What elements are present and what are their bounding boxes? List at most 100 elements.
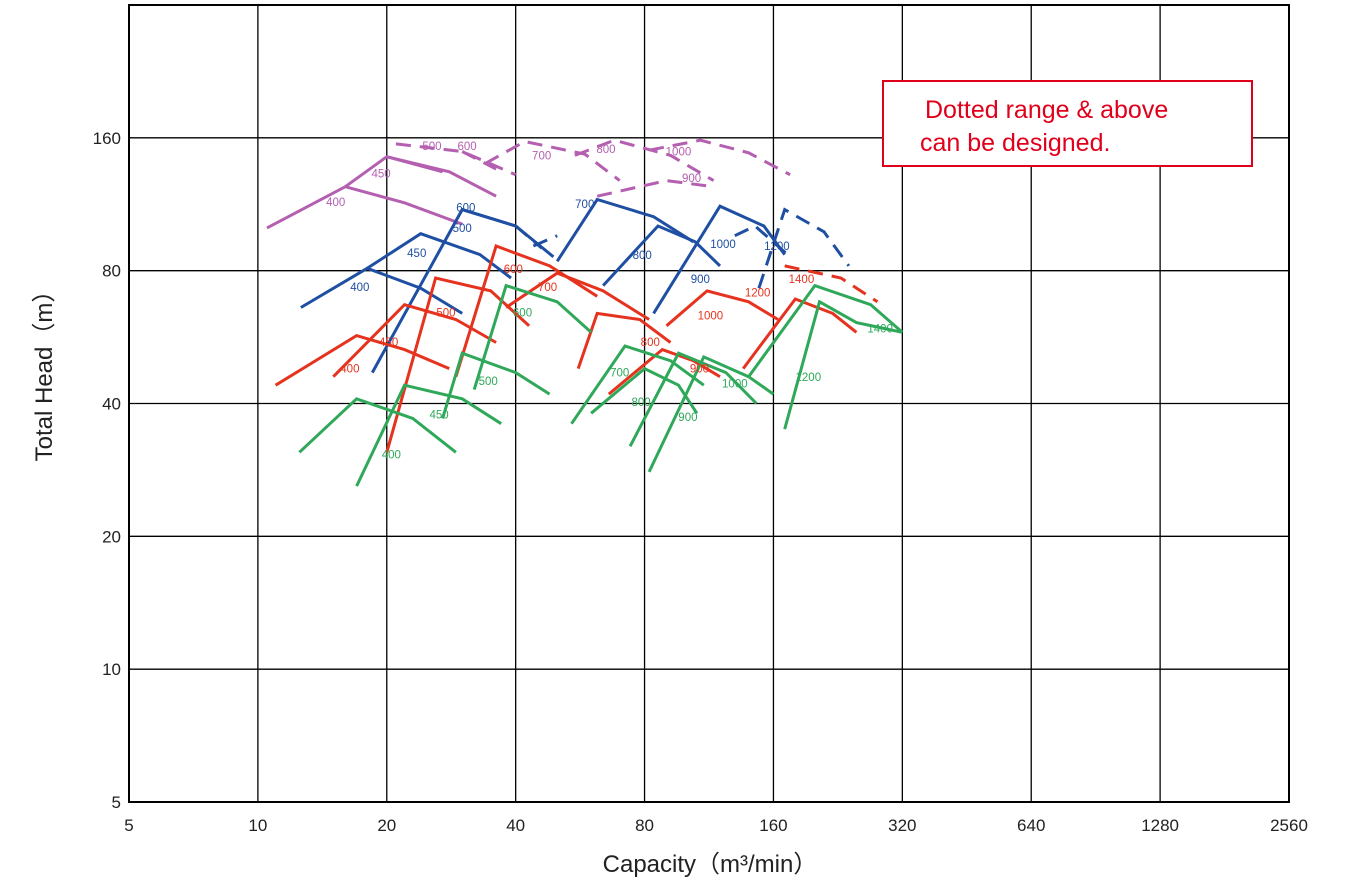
- curve-label-green-500: 500: [479, 376, 498, 388]
- curve-purple-700: [484, 139, 621, 182]
- x-tick-label: 80: [635, 816, 654, 835]
- curve-blue-400: [300, 266, 463, 315]
- curve-label-purple-900: 900: [682, 173, 701, 185]
- curve-red-600: [454, 244, 599, 378]
- curve-purple-400: [266, 185, 463, 230]
- x-tick-label: 2560: [1270, 816, 1308, 835]
- design-note-line-1: Dotted range & above: [925, 96, 1168, 124]
- curve-label-purple-500: 500: [422, 141, 441, 153]
- x-tick-label: 10: [248, 816, 267, 835]
- curve-green-1400: [747, 283, 904, 378]
- curve-label-purple-600: 600: [457, 141, 476, 153]
- x-tick-label: 5: [124, 816, 133, 835]
- curve-label-purple-400: 400: [326, 197, 345, 209]
- y-tick-label: 20: [102, 527, 121, 546]
- curve-label-red-900: 900: [690, 364, 709, 376]
- curve-label-blue-900: 900: [691, 274, 710, 286]
- y-tick-label: 80: [102, 262, 121, 281]
- curve-label-red-400: 400: [340, 364, 359, 376]
- curve-green-600: [472, 283, 593, 391]
- curve-label-green-800: 800: [631, 397, 650, 409]
- curve-purple-1000: [648, 138, 791, 177]
- curve-green-1000: [647, 354, 775, 473]
- design-note-box: Dotted range & above can be designed.: [882, 80, 1253, 167]
- curve-label-green-1000: 1000: [722, 378, 748, 390]
- curve-label-blue-600: 600: [456, 202, 475, 214]
- curve-label-purple-800: 800: [596, 144, 615, 156]
- curve-purple-450: [344, 155, 497, 198]
- plot-frame: [128, 4, 1290, 803]
- curve-label-purple-1000: 1000: [666, 146, 692, 158]
- curve-label-purple-450: 450: [372, 169, 391, 181]
- curve-green-800: [590, 366, 699, 415]
- curve-label-blue-1200: 1200: [764, 241, 790, 253]
- curve-purple-800: [574, 138, 715, 182]
- y-axis-title: Total Head（m）: [31, 279, 58, 462]
- curve-label-green-1400: 1400: [867, 323, 893, 335]
- curve-green-1200: [783, 299, 903, 430]
- curve-red-1400: [784, 264, 879, 304]
- curve-label-red-500: 500: [436, 307, 455, 319]
- curve-label-red-700: 700: [538, 282, 557, 294]
- curve-label-blue-450: 450: [407, 248, 426, 260]
- curve-label-red-450: 450: [379, 337, 398, 349]
- curve-blue-1000: [734, 224, 792, 258]
- curve-blue-1200: [757, 207, 851, 289]
- curve-green-500: [441, 351, 551, 419]
- curve-red-700: [505, 271, 650, 321]
- x-axis-tick-labels: 5 10 20 40 80 160 320 640 1280 2560: [124, 816, 1308, 835]
- y-tick-label: 160: [93, 129, 121, 148]
- curve-label-blue-400: 400: [350, 282, 369, 294]
- curve-red-400: [274, 333, 450, 387]
- x-axis-title: Capacity（m³/min）: [603, 851, 818, 878]
- curve-red-800: [576, 311, 672, 370]
- curve-label-green-400: 400: [382, 450, 401, 462]
- curve-red-1000: [665, 289, 779, 327]
- curve-label-red-600: 600: [504, 264, 523, 276]
- curve-label-red-1400: 1400: [789, 274, 815, 286]
- design-note-border: [882, 80, 1253, 167]
- curve-label-blue-700: 700: [575, 199, 594, 211]
- curve-green-700: [570, 344, 705, 425]
- curve-label-red-800: 800: [641, 337, 660, 349]
- x-tick-label: 1280: [1141, 816, 1179, 835]
- x-tick-label: 320: [888, 816, 916, 835]
- x-tick-label: 160: [759, 816, 787, 835]
- curve-blue-800: [601, 224, 722, 287]
- y-axis-tick-labels: 5 10 20 40 80 160: [93, 129, 121, 812]
- design-note-line-2: can be designed.: [920, 129, 1110, 157]
- curve-label-green-450: 450: [430, 409, 449, 421]
- curve-blue-450: [366, 232, 512, 280]
- curve-label-blue-1000: 1000: [710, 239, 736, 251]
- curve-label-green-900: 900: [678, 412, 697, 424]
- curve-blue-700: [532, 234, 558, 248]
- curve-blue-600: [461, 208, 517, 228]
- x-tick-label: 40: [506, 816, 525, 835]
- y-tick-label: 40: [102, 395, 121, 414]
- curve-purple-500: [395, 142, 517, 177]
- curve-green-450: [355, 383, 503, 487]
- y-tick-label: 10: [102, 660, 121, 679]
- curve-label-green-1200: 1200: [796, 372, 822, 384]
- curve-purple-600: [461, 150, 497, 171]
- curve-purple-900: [596, 179, 714, 198]
- curve-red-450: [332, 303, 497, 378]
- curve-red-1200: [741, 297, 858, 370]
- y-tick-label: 5: [112, 793, 121, 812]
- curve-label-red-1200: 1200: [745, 287, 771, 299]
- curve-label-green-700: 700: [610, 368, 629, 380]
- x-tick-label: 640: [1017, 816, 1045, 835]
- performance-curves: [266, 138, 904, 487]
- curve-label-green-600: 600: [513, 307, 532, 319]
- curve-label-red-1000: 1000: [698, 311, 724, 323]
- x-tick-label: 20: [377, 816, 396, 835]
- curve-blue-700: [555, 197, 695, 263]
- curve-label-blue-500: 500: [453, 223, 472, 235]
- curve-label-blue-800: 800: [633, 250, 652, 262]
- curve-red-500: [385, 276, 531, 453]
- curve-labels: 400 450 500 600 700 800 900 1000 400 450 500 600 700…: [326, 141, 893, 461]
- curve-purple-500: [386, 155, 443, 174]
- curve-label-purple-700: 700: [532, 150, 551, 162]
- curve-green-400: [298, 397, 457, 454]
